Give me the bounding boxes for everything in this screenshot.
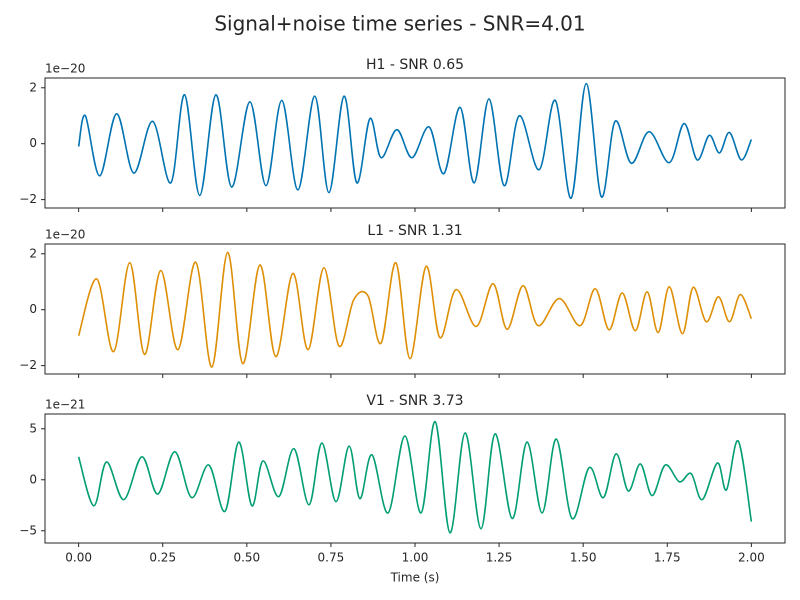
signal-line	[77, 251, 753, 368]
axes-frame	[44, 243, 786, 375]
y-tick-label: 0	[29, 472, 37, 486]
x-tick-label: 1.25	[486, 551, 513, 565]
y-tick-label: 5	[29, 421, 37, 435]
panel-title: V1 - SNR 3.73	[366, 393, 463, 409]
x-tick-label: 0.25	[149, 551, 176, 565]
y-tick-label: −2	[19, 358, 37, 372]
y-tick-label: 0	[29, 136, 37, 150]
x-tick-label: 1.50	[570, 551, 597, 565]
axes-frame	[44, 413, 786, 544]
x-tick-label: 0.75	[318, 551, 345, 565]
axes-frame	[44, 77, 786, 209]
x-tick-label: 1.75	[654, 551, 681, 565]
y-tick-label: 2	[29, 80, 37, 94]
y-tick-label: 0	[29, 302, 37, 316]
y-offset-label: 1e−21	[45, 398, 85, 412]
y-offset-label: 1e−20	[45, 228, 85, 242]
x-tick-label: 0.00	[65, 551, 92, 565]
x-axis-label: Time (s)	[390, 571, 440, 585]
signal-line	[77, 82, 753, 200]
panel-title: H1 - SNR 0.65	[366, 57, 464, 73]
y-offset-label: 1e−20	[45, 62, 85, 76]
panel-title: L1 - SNR 1.31	[367, 223, 462, 239]
y-tick-label: −2	[19, 192, 37, 206]
y-tick-label: −5	[19, 523, 37, 537]
x-tick-label: 0.50	[233, 551, 260, 565]
signal-line	[77, 420, 753, 534]
y-tick-label: 2	[29, 246, 37, 260]
figure-title: Signal+noise time series - SNR=4.01	[214, 12, 585, 36]
x-tick-label: 2.00	[738, 551, 765, 565]
x-tick-label: 1.00	[402, 551, 429, 565]
